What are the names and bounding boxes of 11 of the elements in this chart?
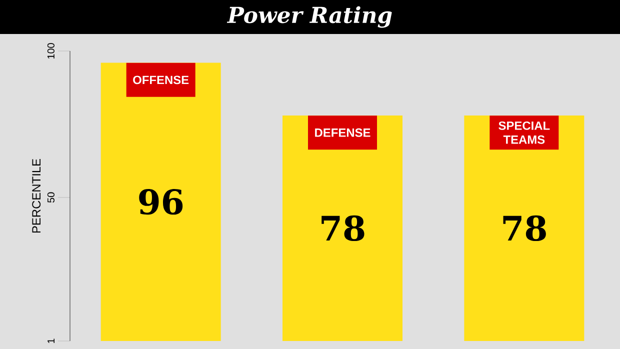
y-tick-label: 50 — [47, 192, 54, 203]
x-tick-label: SPECIAL TEAMS — [498, 121, 550, 144]
data-label: 78 — [322, 215, 364, 242]
y-axis-title: PERCENTILE — [32, 158, 41, 233]
data-label: 96 — [139, 189, 183, 215]
y-tick-label: 100 — [47, 43, 54, 59]
data-label: 78 — [503, 215, 546, 242]
x-tick-label: DEFENSE — [315, 128, 370, 137]
chart-title: Power Rating — [226, 6, 392, 28]
y-tick-label: 1 — [48, 338, 54, 344]
x-tick-label: OFFENSE — [133, 76, 189, 84]
